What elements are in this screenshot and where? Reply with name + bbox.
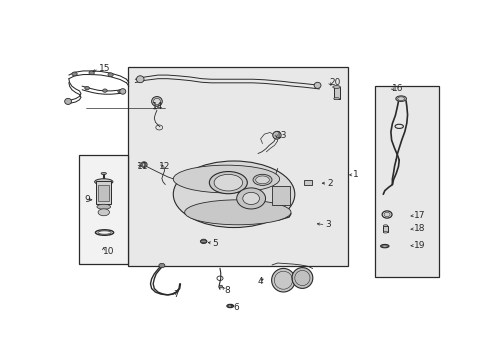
Ellipse shape — [173, 165, 280, 193]
Circle shape — [200, 239, 207, 244]
Ellipse shape — [153, 98, 160, 104]
Text: 12: 12 — [159, 162, 171, 171]
Text: 3: 3 — [325, 220, 331, 229]
Bar — [98, 185, 109, 201]
Ellipse shape — [228, 305, 232, 307]
Ellipse shape — [98, 209, 109, 216]
Text: 8: 8 — [224, 286, 230, 295]
Bar — [96, 181, 111, 204]
Bar — [334, 87, 340, 99]
Ellipse shape — [120, 89, 126, 94]
Ellipse shape — [185, 200, 291, 225]
Ellipse shape — [292, 267, 313, 288]
Ellipse shape — [173, 161, 295, 228]
Ellipse shape — [396, 96, 406, 102]
Ellipse shape — [97, 204, 111, 209]
Ellipse shape — [273, 131, 281, 139]
Text: 9: 9 — [84, 195, 90, 204]
Circle shape — [384, 212, 390, 217]
Text: 1: 1 — [353, 170, 359, 179]
Ellipse shape — [95, 179, 113, 185]
Circle shape — [108, 73, 113, 77]
Ellipse shape — [227, 304, 234, 308]
Text: 7: 7 — [173, 291, 179, 300]
Bar — [79, 156, 128, 264]
Circle shape — [237, 188, 266, 209]
Ellipse shape — [383, 225, 388, 226]
Ellipse shape — [383, 231, 388, 233]
Text: 14: 14 — [151, 103, 163, 112]
Circle shape — [102, 89, 107, 92]
Bar — [303, 180, 312, 185]
Ellipse shape — [142, 163, 146, 166]
Text: 15: 15 — [98, 64, 110, 73]
Text: 2: 2 — [327, 179, 333, 188]
Ellipse shape — [253, 174, 272, 185]
Ellipse shape — [101, 172, 106, 175]
Ellipse shape — [398, 97, 405, 100]
Circle shape — [159, 263, 165, 268]
Bar — [272, 186, 290, 205]
Ellipse shape — [214, 174, 243, 191]
Ellipse shape — [334, 98, 340, 100]
Ellipse shape — [256, 176, 270, 184]
Ellipse shape — [209, 172, 247, 194]
Circle shape — [72, 72, 77, 76]
Circle shape — [219, 285, 222, 288]
Text: 10: 10 — [103, 247, 115, 256]
Ellipse shape — [333, 86, 341, 89]
Text: 20: 20 — [329, 78, 341, 87]
Ellipse shape — [381, 244, 389, 248]
Ellipse shape — [136, 76, 144, 83]
Text: 6: 6 — [233, 303, 239, 312]
Ellipse shape — [271, 269, 295, 292]
Circle shape — [243, 192, 260, 204]
Bar — [128, 67, 348, 266]
Text: 19: 19 — [414, 241, 425, 250]
Ellipse shape — [65, 98, 72, 104]
Text: 18: 18 — [414, 224, 425, 233]
Bar — [383, 226, 388, 232]
Circle shape — [85, 86, 89, 90]
Circle shape — [89, 71, 94, 75]
Text: 17: 17 — [414, 211, 425, 220]
Ellipse shape — [382, 245, 388, 247]
Ellipse shape — [141, 162, 147, 167]
Ellipse shape — [314, 82, 321, 89]
Text: 11: 11 — [137, 162, 148, 171]
Text: 5: 5 — [212, 239, 218, 248]
Bar — [374, 86, 439, 278]
Ellipse shape — [151, 96, 162, 106]
Text: 4: 4 — [258, 277, 264, 286]
Text: 13: 13 — [276, 131, 287, 140]
Text: 16: 16 — [392, 84, 403, 93]
Circle shape — [118, 90, 122, 93]
